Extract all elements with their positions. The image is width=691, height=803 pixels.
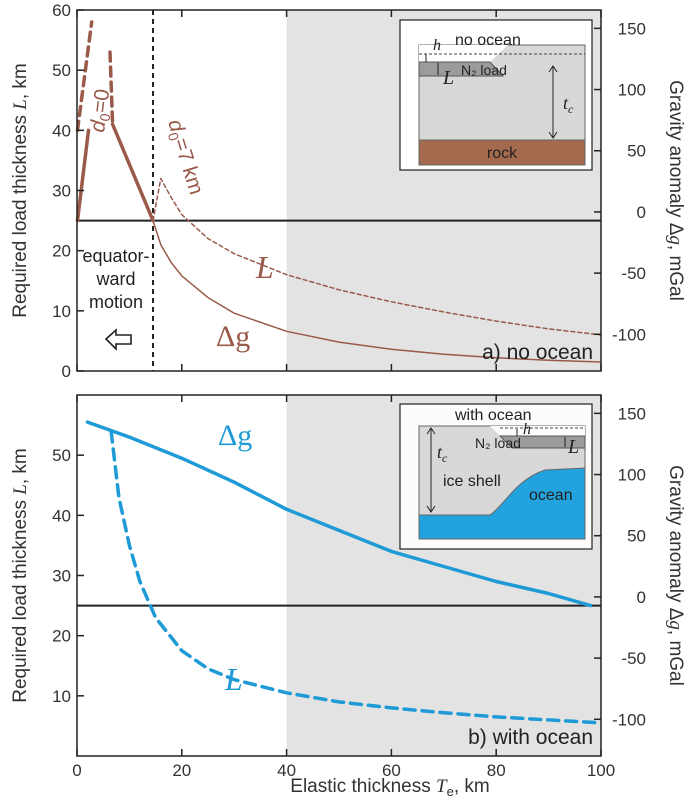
annotation-dg: Δg	[218, 419, 252, 452]
inset-a-depression	[419, 45, 508, 62]
inset-b-load-label: N₂ load	[475, 435, 521, 451]
panel-a-y-tick-label-right: -50	[621, 264, 646, 283]
annotation-d0-zero: d0=0	[86, 88, 116, 134]
inset-a-tc: tc	[563, 93, 574, 116]
inset-a-load-label: N₂ load	[461, 62, 507, 78]
panel-a-series-5	[152, 219, 602, 363]
panel-a-series-2	[110, 122, 155, 223]
panel-b-y-tick-label-left: 20	[52, 627, 71, 646]
inset-b-h: h	[523, 421, 531, 438]
inset-b-ice-label: ice shell	[443, 473, 501, 490]
inset-a-load	[418, 61, 505, 77]
panel-a-y-tick-label-left: 40	[52, 121, 71, 140]
panel-a-y-tick-label-right: 150	[618, 19, 646, 38]
x-tick-label: 0	[72, 761, 81, 780]
x-tick-label: 40	[277, 761, 296, 780]
panel-a-series-3	[108, 50, 115, 127]
panel-a-y-tick-label-left: 10	[52, 302, 71, 321]
inset-a-rock	[418, 139, 586, 166]
panel-a-label: a) no ocean	[482, 341, 593, 364]
panel-b-y-tick-label-right: 0	[637, 588, 646, 607]
annotation-L: L	[224, 661, 243, 697]
annotation-motion-line: motion	[89, 292, 143, 312]
inset-a-L: L	[442, 67, 454, 89]
panel-a-series-1	[75, 20, 94, 133]
panel-b-y-tick-label-right: 50	[627, 527, 646, 546]
inset-a-rock-label: rock	[487, 145, 518, 162]
panel-b-y-axis-label-right: Gravity anomaly Δg, mGal	[665, 465, 686, 686]
panel-b-y-tick-label-left: 30	[52, 567, 71, 586]
panel-a-y-tick-label-right: 50	[627, 142, 646, 161]
inset-b-title: with ocean	[454, 407, 532, 424]
x-tick-label: 100	[587, 761, 615, 780]
panel-a-y-tick-label-left: 50	[52, 61, 71, 80]
inset-b-tc-heads	[426, 427, 436, 513]
panel-a-y-tick-label-left: 20	[52, 242, 71, 261]
annotation-motion-line: ward	[95, 269, 135, 289]
panel-a-inset: h no ocean N₂ load Ltc rock	[399, 19, 593, 171]
panel-b-y-tick-label-right: 100	[618, 466, 646, 485]
panel-b-y-tick-label-right: -100	[612, 710, 646, 729]
inset-a-tc-heads	[548, 65, 558, 139]
panel-a-y-tick-label-left: 30	[52, 182, 71, 201]
panel-b-series-1	[109, 429, 603, 725]
x-tick-label: 20	[172, 761, 191, 780]
panel-a-y-axis-label-left: Required load thickness L, km	[10, 63, 31, 318]
panel-b-label: b) with ocean	[468, 726, 593, 749]
panel-a-y-tick-label-right: 0	[637, 203, 646, 222]
panel-a-series-4	[152, 177, 602, 336]
x-axis-label: Elastic thickness Te, km	[290, 776, 489, 799]
inset-b-L: L	[567, 436, 579, 458]
annotation-dg: Δg	[216, 320, 250, 353]
x-tick-label: 60	[382, 761, 401, 780]
panel-a-y-axis-label-right: Gravity anomaly Δg, mGal	[665, 80, 686, 301]
inset-a-title: no ocean	[455, 32, 521, 49]
inset-b-ocean	[418, 467, 586, 540]
panel-b-y-tick-label-left: 40	[52, 506, 71, 525]
inset-b-tc: tc	[437, 442, 448, 465]
annotation-L: L	[255, 249, 274, 285]
panel-a: h no ocean N₂ load Ltc rock 0 10 20 30 40 50 60 -10…	[10, 1, 686, 381]
panel-b-y-tick-label-right: -50	[621, 649, 646, 668]
annotation-motion-line: equator-	[82, 246, 149, 266]
panel-a-y-tick-label-left: 60	[52, 1, 71, 20]
panel-b-y-tick-label-right: 150	[618, 404, 646, 423]
inset-b-load	[498, 435, 586, 449]
panel-a-y-tick-label-right: -100	[612, 325, 646, 344]
equatorward-arrow	[104, 328, 132, 351]
panel-a-y-tick-label-right: 100	[618, 81, 646, 100]
x-tick-label: 80	[487, 761, 506, 780]
inset-b-ocean-label: ocean	[529, 487, 573, 504]
inset-a-h: h	[433, 37, 441, 54]
panel-a-y-tick-label-left: 0	[62, 362, 71, 381]
panel-b-y-tick-label-left: 10	[52, 687, 71, 706]
panel-a-series-0	[75, 128, 91, 223]
panel-b-y-axis-label-left: Required load thickness L, km	[10, 448, 31, 703]
panel-b-y-tick-label-left: 50	[52, 446, 71, 465]
annotation-d0-seven: d0=7 km	[161, 117, 207, 198]
panel-b-series-0	[85, 420, 593, 608]
